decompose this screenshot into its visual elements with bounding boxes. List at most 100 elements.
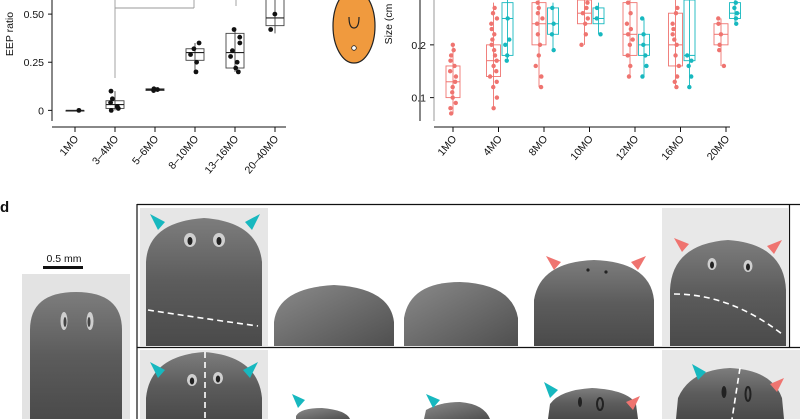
size-point [450,90,455,95]
size-point [533,63,538,69]
size-point [535,10,541,16]
size-point [717,47,722,53]
worm-schematic [332,0,376,64]
eep-point [234,59,240,65]
eep-point [109,96,115,102]
size-point [670,32,675,37]
size-point [734,10,740,16]
size-point [675,5,680,11]
eep-x-tick-label: 8–10MO [166,133,201,172]
size-point [494,58,499,63]
eep-point [151,86,157,92]
panel-d-frames [136,203,800,419]
eep-point [272,11,278,17]
eep-box-3–4MO [105,88,125,113]
size-point [452,79,458,84]
eep-point [191,46,197,52]
eep-box-5–6MO [145,86,165,93]
size-point [448,53,454,58]
eep-point [196,40,202,46]
size-point [598,32,603,37]
size-point [674,74,680,79]
size-point [641,32,646,37]
bottom-image-1 [140,350,268,419]
size-box-series_b-4MO [501,0,514,63]
size-point [686,63,691,69]
size-y-tick-label: 0.2 [411,40,426,52]
size-point [625,53,630,58]
eep-point [108,88,114,94]
size-point [491,63,496,69]
bottom-image-2 [270,350,400,419]
size-point [585,0,590,5]
bottom-image-4 [524,350,662,419]
size-point [536,5,541,11]
eep-point [76,107,82,113]
size-point [628,26,634,32]
size-point [539,74,544,79]
size-point [494,69,499,74]
size-point [490,37,495,42]
eep-point [235,69,241,75]
eep-y-axis-label: EEP ratio [4,12,16,56]
eep-x-tick-label: 5–6MO [130,133,161,167]
size-point [504,53,510,58]
eep-point [237,40,243,46]
size-point [630,37,635,42]
size-box-series_a-20MO [713,16,729,69]
bottom-image-3 [400,350,524,419]
size-point [507,37,512,42]
top-image-1 [140,208,268,346]
size-point [450,42,456,48]
size-point [670,21,675,26]
size-point [733,16,739,21]
bottom-image-5 [662,350,800,419]
size-box-series_b-8MO [547,2,559,53]
size-point [450,84,455,90]
size-point [672,37,677,42]
size-point [594,16,599,21]
eep-ratio-chart: 0 0.25 0.50 EEP ratio 1MO 3–4MO 5–6MO 8–10MO 1… [4,0,286,176]
bottom-row-images [140,350,800,419]
eep-box-13–16MO [225,27,245,75]
eep-box-20–40MO [265,0,285,34]
size-point [453,74,459,79]
size-point [673,10,679,16]
eep-point [194,59,199,65]
size-x-tick-label: 16MO [659,133,687,163]
eep-y-tick-label: 0.25 [24,57,45,69]
size-box-series_a-1MO [445,42,461,116]
size-point [491,47,497,53]
eep-x-tick-label: 20–40MO [242,133,281,176]
eep-point [188,52,193,57]
size-point [448,58,453,63]
size-point [580,10,586,16]
size-point [643,53,648,58]
size-point [448,111,454,116]
size-point [490,10,496,16]
size-point [674,84,679,90]
size-point [453,100,458,106]
top-image-2 [268,208,400,346]
size-point [450,95,455,100]
size-point [687,84,692,90]
size-box-series_a-12MO [622,0,638,79]
size-point [721,63,727,69]
eep-y-tick-label: 0 [38,105,44,117]
panel-label-d: d [0,199,9,216]
size-point [489,21,494,26]
size-point [489,26,494,32]
top-row-images [140,208,789,346]
size-point [672,79,677,84]
size-point [671,26,676,32]
eep-point [114,104,120,109]
size-point [448,105,453,111]
scale-bar: 0.5 mm [43,253,83,269]
size-point [644,63,649,69]
size-box-series_b-12MO [638,16,650,79]
size-point [641,42,646,48]
size-boxes [445,0,741,116]
size-point [494,95,500,100]
size-point [447,69,453,74]
